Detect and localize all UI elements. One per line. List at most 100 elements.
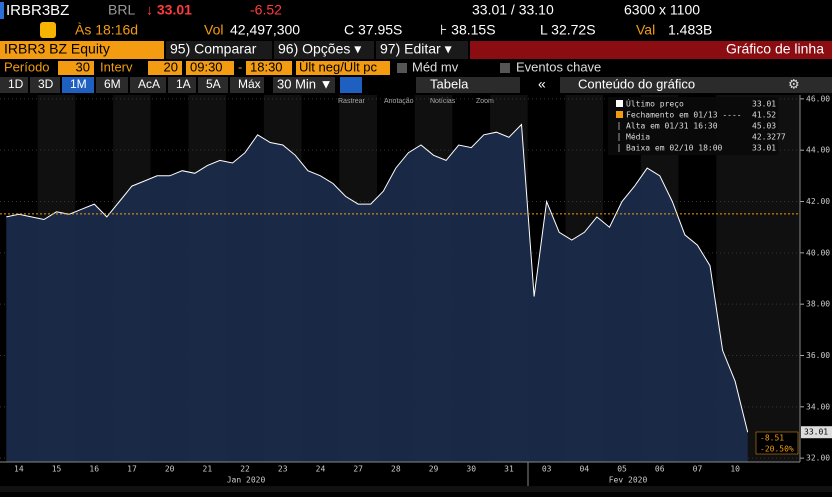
bar-select[interactable] [273, 77, 335, 93]
checkbox[interactable] [500, 63, 510, 73]
range-button[interactable] [0, 77, 28, 93]
range-label[interactable]: 1M [70, 77, 87, 91]
field-select[interactable] [296, 61, 390, 75]
change-value: -8.51 [760, 434, 784, 443]
range-label[interactable]: 5A [206, 77, 221, 91]
range-label[interactable]: 1D [8, 77, 24, 91]
gear[interactable]: ⚙ [788, 76, 800, 91]
table-button[interactable] [416, 77, 520, 93]
range-button[interactable] [96, 77, 128, 93]
vol-label: Vol [204, 22, 223, 38]
range-label[interactable]: 3D [38, 77, 54, 91]
legend-label: Fechamento em 01/13 ---- [626, 111, 742, 120]
chart-name: Gráfico de linha [726, 41, 824, 57]
chart-tool[interactable]: Rastrear [338, 98, 366, 105]
y-tick-label: 38.00 [806, 300, 830, 309]
period[interactable]: 30 [76, 59, 90, 74]
x-tick-label: 14 [14, 465, 24, 474]
price-line [6, 123, 749, 433]
interval[interactable]: 20 [164, 59, 178, 74]
edit-button[interactable] [376, 41, 468, 59]
table[interactable]: Tabela [430, 76, 469, 91]
interval-field[interactable] [148, 61, 182, 75]
clock-icon [40, 22, 56, 38]
x-tick-label: 06 [655, 465, 665, 474]
period-field[interactable] [58, 61, 94, 75]
close: C 37.95S [344, 22, 402, 38]
x-tick-label: 24 [316, 465, 326, 474]
band-tail [754, 95, 800, 462]
x-tick-label: 10 [730, 465, 740, 474]
line-icon[interactable] [340, 77, 362, 93]
events[interactable]: Eventos chave [516, 59, 601, 74]
content-bar [560, 77, 832, 93]
compare[interactable]: 95) Comparar [170, 41, 257, 57]
x-tick-label: 30 [466, 465, 476, 474]
y-tick-label: 32.00 [806, 454, 830, 463]
legend-swatch [616, 111, 623, 118]
compare-button[interactable] [166, 41, 272, 59]
collapse[interactable]: « [538, 76, 546, 92]
legend-value: 41.52 [752, 111, 776, 120]
x-tick-label: 20 [165, 465, 175, 474]
range-button[interactable] [62, 77, 94, 93]
range-label[interactable]: 6M [104, 77, 121, 91]
checkbox[interactable] [397, 63, 407, 73]
edit[interactable]: 97) Editar ▾ [380, 41, 452, 57]
y-tick-label: 40.00 [806, 248, 830, 257]
range-button[interactable] [230, 77, 264, 93]
end[interactable]: 18:30 [250, 59, 283, 74]
change-box [755, 431, 799, 455]
legend-label: Alta em 01/31 16:30 [626, 122, 718, 131]
field[interactable]: Últ neg/Últ pc [299, 59, 378, 74]
x-tick-label: 21 [203, 465, 213, 474]
y-tick-label: 46.00 [806, 94, 830, 103]
legend-value: 33.01 [752, 144, 776, 153]
val-label: Val [636, 22, 655, 38]
range-label[interactable]: Máx [238, 77, 261, 91]
security-field[interactable] [0, 41, 164, 59]
start[interactable]: 09:30 [190, 59, 223, 74]
x-tick-label: 23 [278, 465, 288, 474]
x-tick-label: 17 [127, 465, 137, 474]
end-field[interactable] [246, 61, 292, 75]
bar-size[interactable]: 30 Min ▼ [277, 76, 333, 91]
options-button[interactable] [274, 41, 374, 59]
x-tick-label: 15 [52, 465, 62, 474]
range-button[interactable] [130, 77, 166, 93]
chart-tool[interactable]: Notícias [430, 98, 456, 105]
range-button[interactable] [168, 77, 196, 93]
y-tick-label: 36.00 [806, 351, 830, 360]
range-buttons: 1D 3D 1M 6M AcA 1A 5A Máx [0, 77, 264, 93]
x-tick-label: 03 [542, 465, 552, 474]
security[interactable]: IRBR3 BZ Equity [4, 41, 110, 57]
x-tick-label: 27 [353, 465, 363, 474]
legend-box [608, 97, 778, 155]
x-tick-label: 07 [693, 465, 703, 474]
chart-content[interactable]: Conteúdo do gráfico [578, 76, 695, 91]
chart-tool[interactable]: Anotação [384, 98, 414, 105]
range-button[interactable] [198, 77, 228, 93]
sep: - [238, 59, 242, 74]
size: 6300 x 1100 [624, 2, 700, 18]
options[interactable]: 96) Opções ▾ [278, 41, 361, 57]
last-value: 33.01 [804, 428, 828, 437]
volume: 42,497,300 [230, 22, 300, 38]
x-tick-label: 22 [240, 465, 250, 474]
value: 1.483B [668, 22, 712, 38]
news-strip [0, 486, 832, 492]
time: Às 18:16d [75, 22, 138, 38]
range-label[interactable]: AcA [138, 77, 160, 91]
start-field[interactable] [186, 61, 234, 75]
moving-avg[interactable]: Méd mv [412, 59, 459, 74]
x-tick-label: 29 [429, 465, 439, 474]
range-button[interactable] [30, 77, 60, 93]
change-pct: -20.50% [760, 445, 794, 454]
legend-label: Último preço [626, 98, 684, 109]
legend-value: 42.3277 [752, 133, 786, 142]
chart-tool[interactable]: Zoom [476, 98, 494, 105]
range-label[interactable]: 1A [176, 77, 191, 91]
interval-label: Interv [100, 59, 133, 74]
y-tick-label: 34.00 [806, 402, 830, 411]
